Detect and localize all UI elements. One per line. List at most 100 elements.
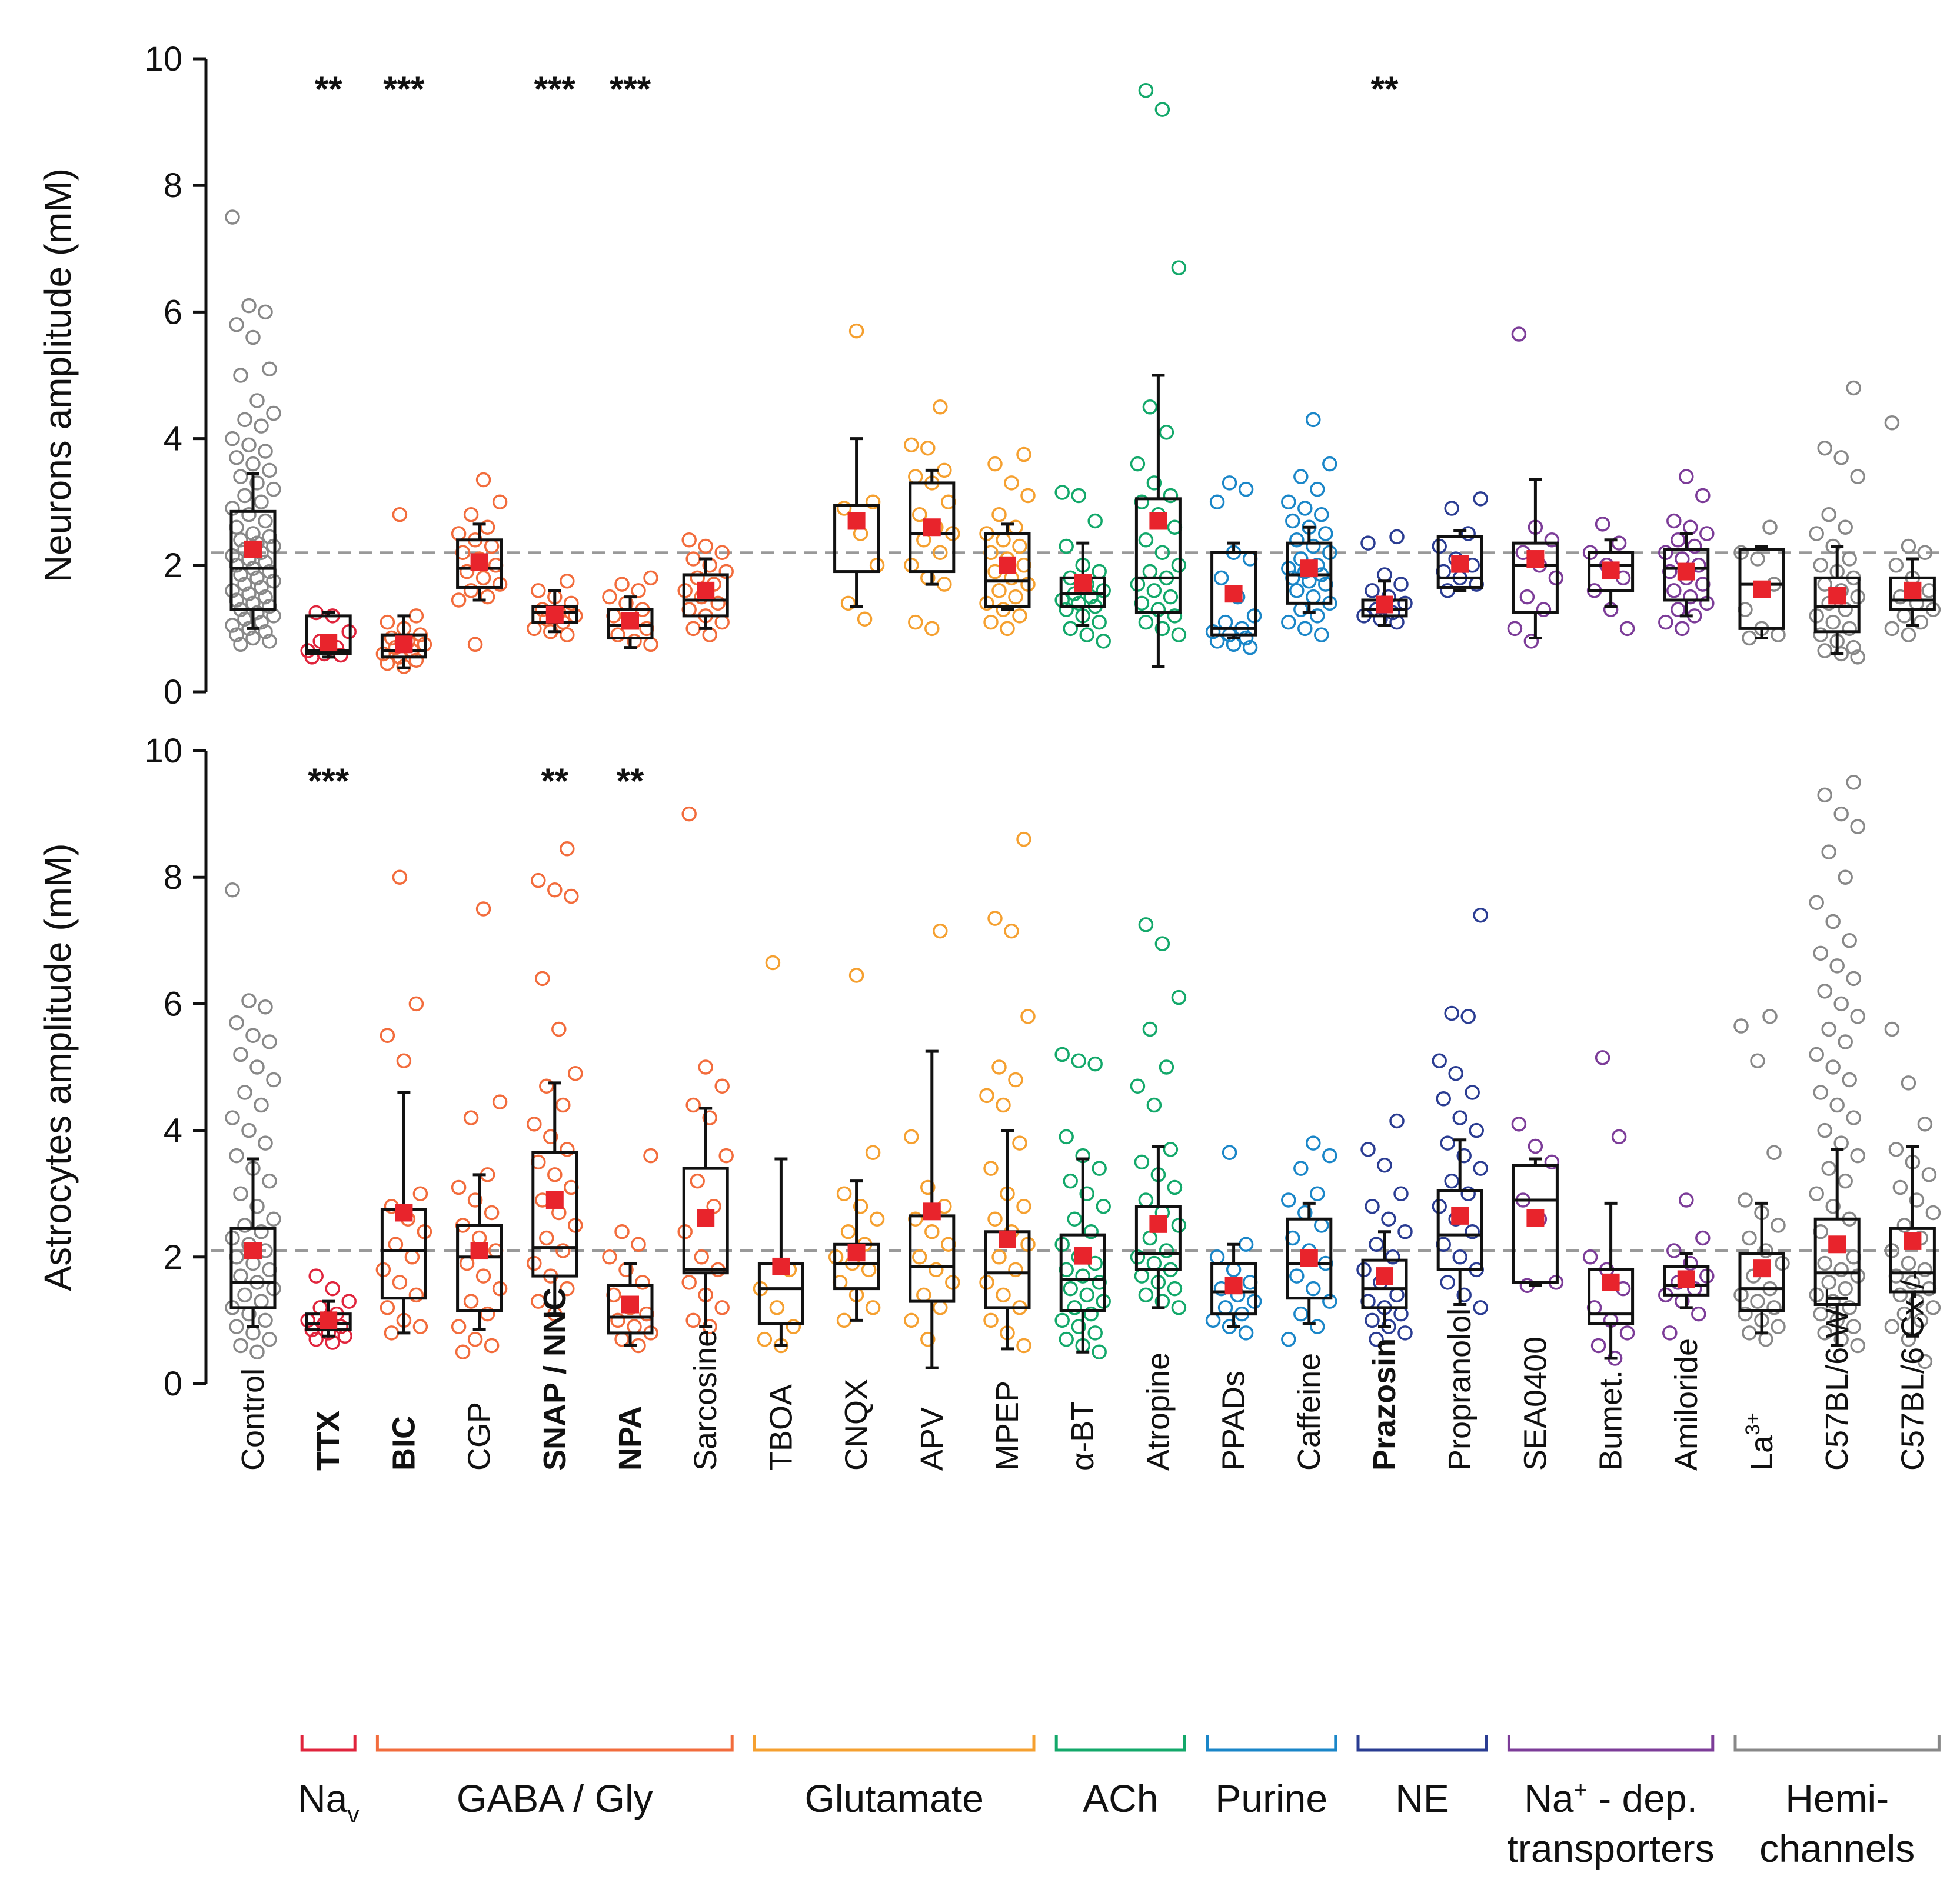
data-point xyxy=(861,1262,877,1278)
data-point xyxy=(702,627,717,642)
data-point xyxy=(392,507,408,522)
data-point xyxy=(1687,538,1702,554)
data-point xyxy=(1369,1331,1384,1347)
data-point xyxy=(233,1338,248,1354)
data-point xyxy=(1087,1325,1103,1341)
data-point xyxy=(1821,1161,1836,1176)
data-point xyxy=(568,1066,583,1081)
data-point xyxy=(1310,481,1325,497)
data-point xyxy=(1289,1268,1305,1284)
mean-marker xyxy=(999,1230,1016,1248)
data-point xyxy=(1293,1306,1309,1322)
data-point xyxy=(527,621,542,637)
data-point xyxy=(1397,1325,1413,1341)
data-point xyxy=(1209,1249,1225,1265)
data-point xyxy=(694,1249,709,1265)
data-point xyxy=(249,1059,265,1075)
data-point xyxy=(987,911,1003,926)
data-point xyxy=(1360,1142,1376,1157)
condition-label: C57BL/6 WT xyxy=(1819,1289,1855,1471)
data-point xyxy=(1884,621,1900,637)
box-iqr xyxy=(1889,1227,1936,1294)
data-point xyxy=(225,1110,240,1125)
data-point xyxy=(1385,1249,1400,1265)
mean-marker xyxy=(320,1311,338,1329)
data-point xyxy=(1473,908,1488,923)
data-point xyxy=(1675,621,1690,637)
data-point xyxy=(614,1224,630,1239)
data-point xyxy=(1281,1192,1296,1208)
data-point xyxy=(463,507,479,522)
data-point xyxy=(1817,1255,1832,1271)
data-point xyxy=(1071,1319,1086,1334)
data-point xyxy=(1850,649,1865,665)
data-point xyxy=(249,393,265,408)
data-point xyxy=(543,1129,558,1145)
data-point xyxy=(614,1331,630,1347)
data-point xyxy=(1171,260,1187,275)
data-point xyxy=(229,450,244,465)
data-point xyxy=(547,1167,563,1182)
data-point xyxy=(1154,621,1170,637)
data-point xyxy=(408,608,424,624)
data-point xyxy=(857,611,873,627)
data-point xyxy=(1658,614,1673,630)
data-point xyxy=(262,1173,277,1189)
data-point xyxy=(1813,1085,1828,1100)
data-point xyxy=(1825,1059,1841,1075)
condition-label: MPEP xyxy=(990,1381,1025,1471)
data-point xyxy=(262,1034,277,1049)
y-axis-title: Astrocytes amplitude (mM) xyxy=(36,843,79,1291)
data-point xyxy=(249,570,265,586)
data-point xyxy=(836,1312,852,1328)
data-point xyxy=(1738,1306,1753,1322)
data-point xyxy=(681,806,697,822)
condition-label: Atropine xyxy=(1140,1352,1176,1471)
data-point xyxy=(1096,1198,1111,1214)
data-point xyxy=(1742,1230,1757,1246)
data-point xyxy=(480,589,495,605)
group-label-sup: + xyxy=(1574,1777,1588,1803)
data-point xyxy=(1888,1142,1904,1157)
data-point xyxy=(1167,608,1183,624)
mean-marker xyxy=(1224,585,1243,603)
data-point xyxy=(1322,456,1337,472)
data-point xyxy=(1163,488,1179,504)
data-point xyxy=(475,901,491,917)
data-point xyxy=(1016,1338,1031,1354)
data-point xyxy=(1817,787,1832,803)
data-point xyxy=(685,551,701,567)
data-point xyxy=(1314,627,1329,642)
data-point xyxy=(1595,1050,1610,1065)
data-point xyxy=(979,1088,994,1104)
data-point xyxy=(1167,1179,1183,1195)
data-point xyxy=(233,469,248,484)
data-point xyxy=(1695,1230,1711,1246)
data-point xyxy=(1071,488,1086,504)
data-point xyxy=(225,618,240,633)
data-point xyxy=(1008,589,1023,605)
data-point xyxy=(1896,1306,1912,1322)
data-point xyxy=(1452,1249,1467,1265)
data-point xyxy=(1444,1005,1459,1021)
condition-label-sup: 3+ xyxy=(1742,1412,1764,1435)
group-brackets: Nav GABA / Gly Glutamate ACh Purine NE Na+ - d… xyxy=(298,1735,1941,1870)
box-iqr xyxy=(1738,1252,1785,1312)
data-point xyxy=(254,1294,269,1309)
condition-label: Sarcosine xyxy=(688,1329,723,1471)
data-point xyxy=(937,577,952,592)
data-point xyxy=(1365,1312,1380,1328)
mean-marker xyxy=(1677,1270,1695,1288)
data-point xyxy=(991,1059,1007,1075)
data-point xyxy=(463,583,479,598)
box-iqr xyxy=(456,1224,503,1312)
mean-marker xyxy=(923,1202,941,1221)
data-point xyxy=(245,456,261,472)
data-point xyxy=(249,1198,265,1214)
data-point xyxy=(380,1300,395,1315)
box-iqr xyxy=(909,481,956,574)
data-point xyxy=(451,1319,467,1334)
data-point xyxy=(535,971,550,987)
data-point xyxy=(1465,1224,1480,1239)
